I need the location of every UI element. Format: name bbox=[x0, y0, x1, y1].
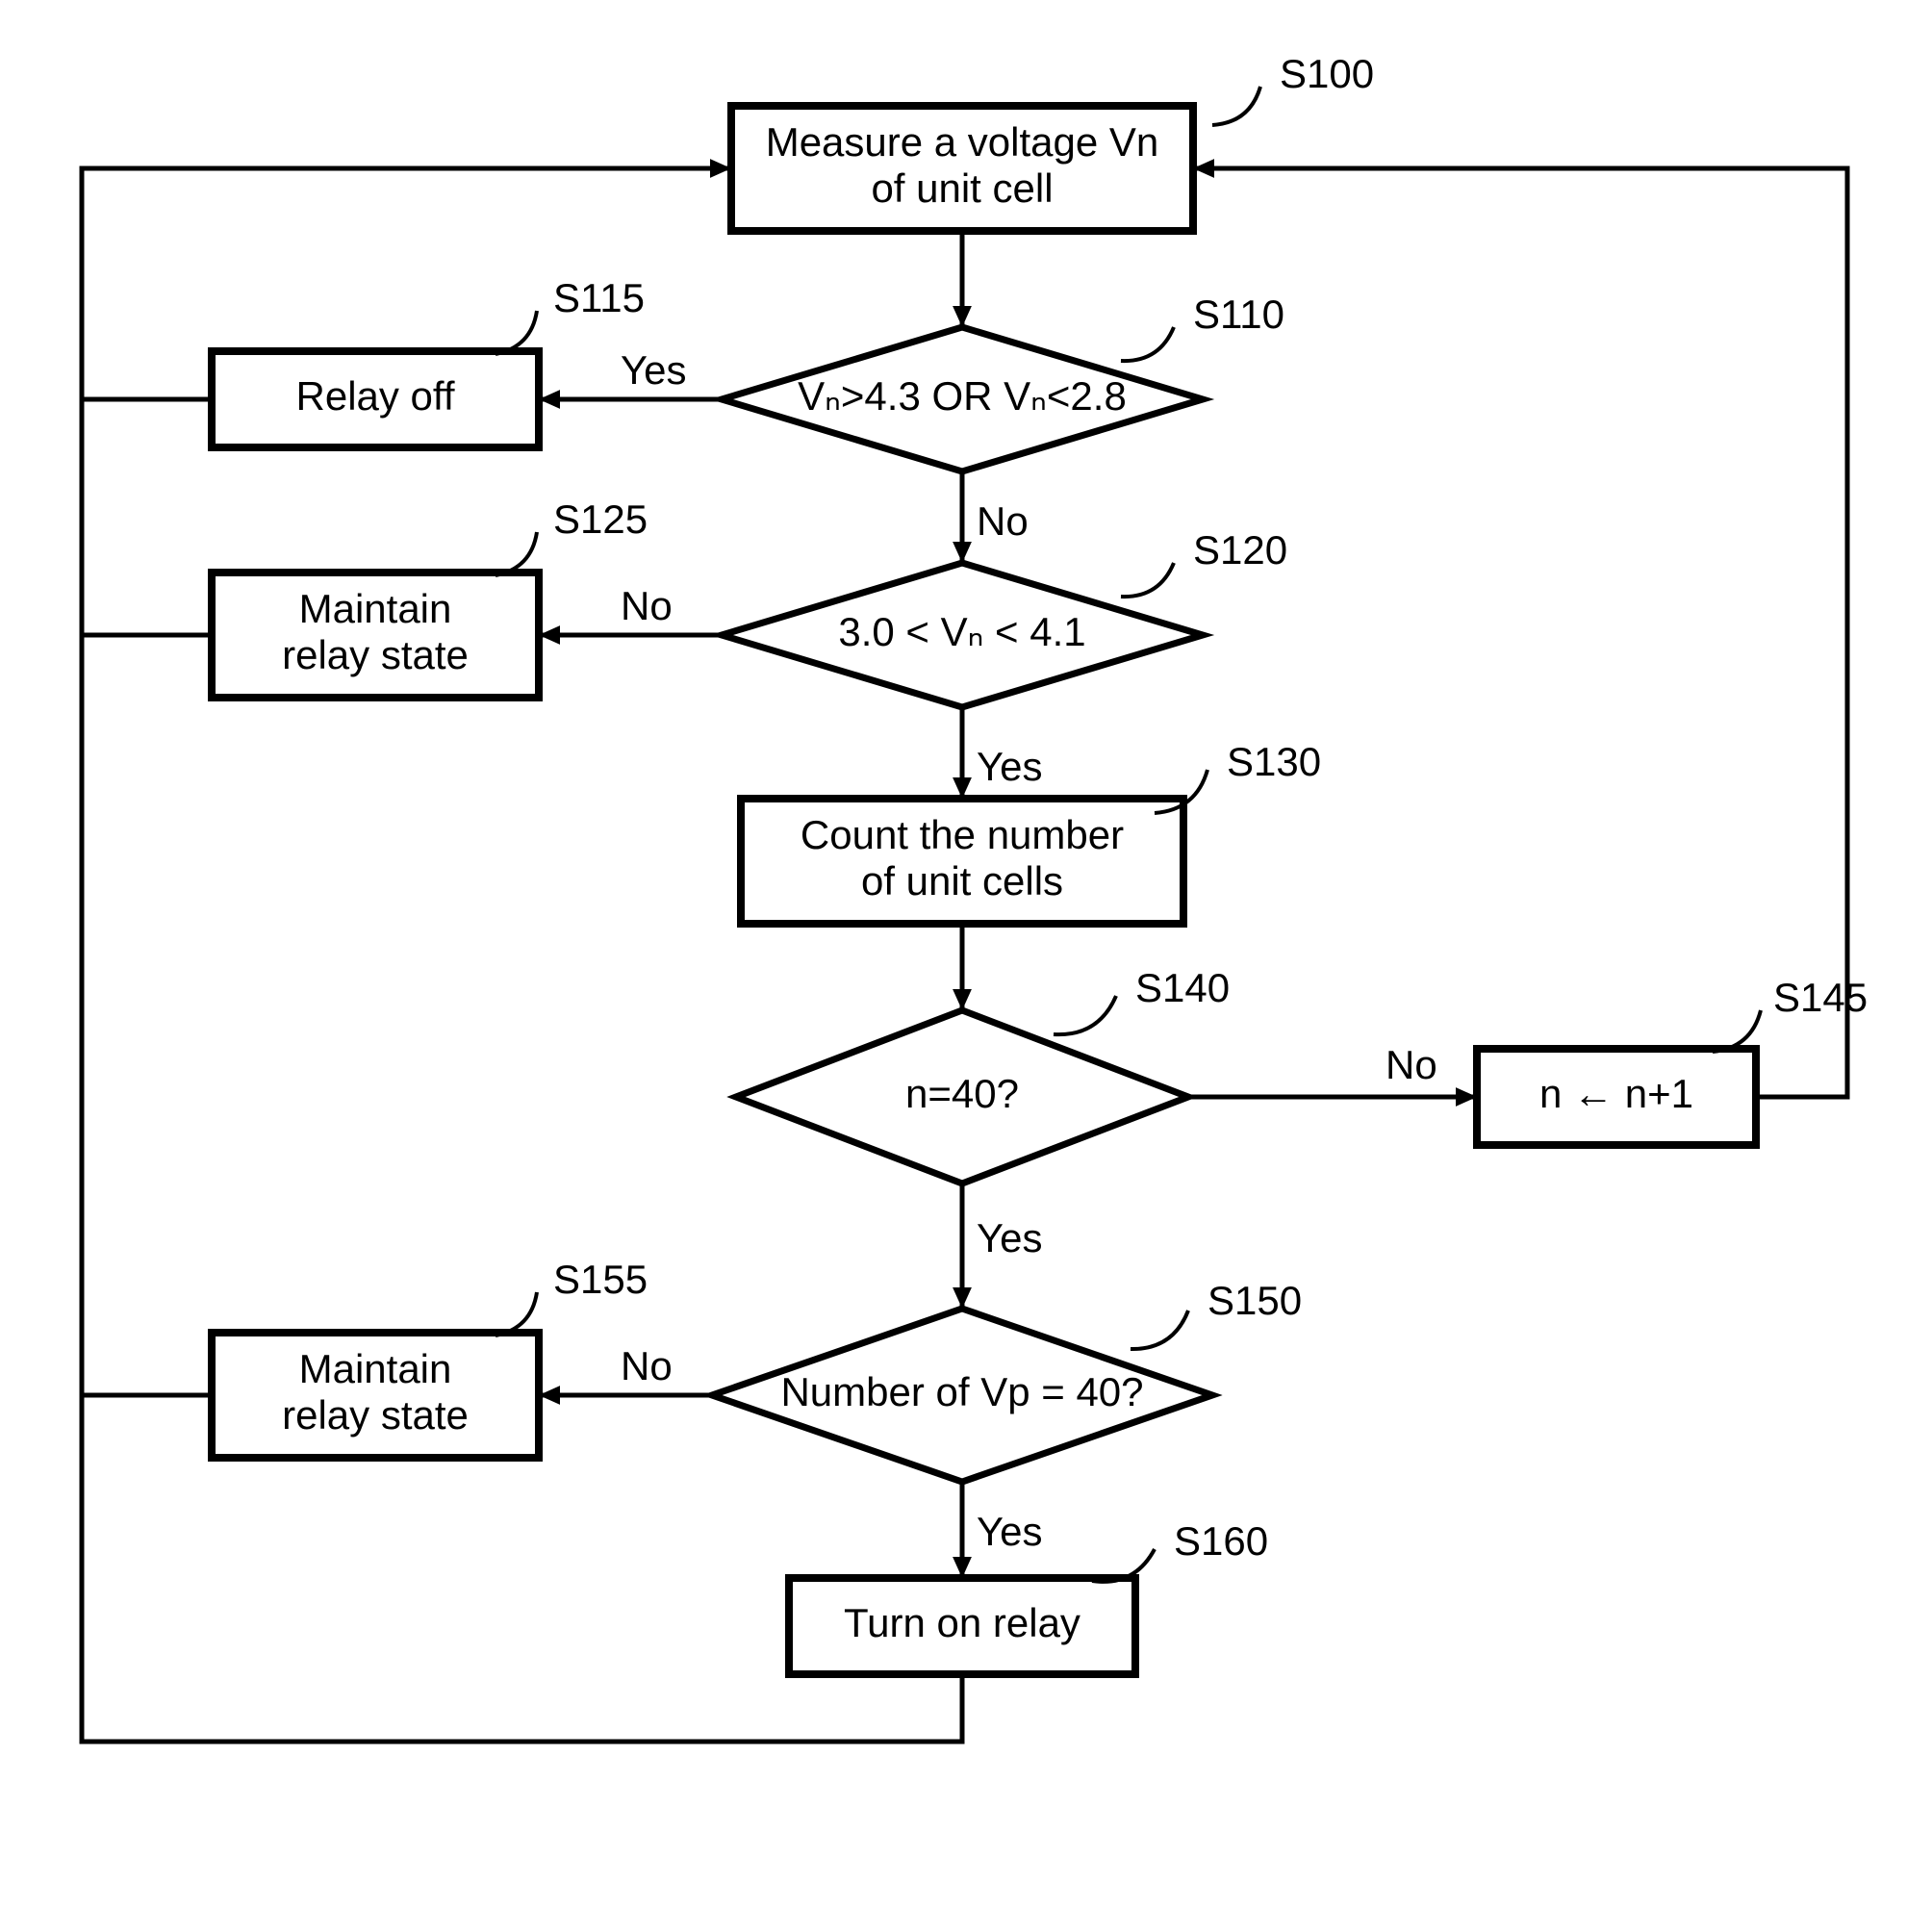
node-S130: Count the numberof unit cells bbox=[741, 799, 1183, 924]
step-leader bbox=[1212, 87, 1260, 125]
step-id: S155 bbox=[553, 1257, 648, 1302]
flowchart-canvas: Yes No No Yes No Yes No Yes Measure a voltage V… bbox=[0, 0, 1932, 1909]
node-S100: Measure a voltage Vnof unit cell bbox=[731, 106, 1193, 231]
node-text: n=40? bbox=[905, 1071, 1019, 1116]
step-id: S125 bbox=[553, 496, 648, 542]
node-text: relay state bbox=[282, 632, 469, 677]
node-S150: Number of Vp = 40? bbox=[712, 1309, 1212, 1482]
edge-label: No bbox=[1385, 1042, 1437, 1087]
step-id: S100 bbox=[1280, 51, 1374, 96]
node-S160: Turn on relay bbox=[789, 1578, 1135, 1674]
edge-label: No bbox=[621, 583, 673, 628]
node-text: Maintain bbox=[299, 586, 452, 631]
step-id: S150 bbox=[1208, 1278, 1302, 1323]
edge-label: No bbox=[621, 1343, 673, 1388]
node-text: Relay off bbox=[296, 373, 455, 419]
node-S110: Vₙ>4.3 OR Vₙ<2.8 bbox=[722, 327, 1203, 471]
node-S115: Relay off bbox=[212, 351, 539, 447]
node-text: n ← n+1 bbox=[1539, 1071, 1693, 1116]
node-text: Count the number bbox=[801, 812, 1124, 857]
step-leader bbox=[1131, 1311, 1188, 1349]
node-text: Vₙ>4.3 OR Vₙ<2.8 bbox=[798, 373, 1127, 419]
nodes-layer: Measure a voltage Vnof unit cell Vₙ>4.3 O… bbox=[212, 106, 1756, 1674]
node-S125: Maintainrelay state bbox=[212, 573, 539, 698]
node-text: 3.0 < Vₙ < 4.1 bbox=[838, 609, 1085, 654]
edge-label: Yes bbox=[977, 1215, 1043, 1260]
node-S155: Maintainrelay state bbox=[212, 1333, 539, 1458]
edge-label: Yes bbox=[977, 1509, 1043, 1554]
step-id: S110 bbox=[1193, 292, 1284, 337]
node-text: Maintain bbox=[299, 1346, 452, 1391]
node-text: relay state bbox=[282, 1392, 469, 1438]
edge bbox=[1193, 168, 1847, 1097]
step-id: S145 bbox=[1773, 975, 1868, 1020]
step-leader bbox=[1054, 996, 1116, 1034]
step-leader bbox=[1121, 563, 1174, 597]
step-id: S160 bbox=[1174, 1518, 1268, 1564]
node-S145: n ← n+1 bbox=[1477, 1049, 1756, 1145]
node-S140: n=40? bbox=[736, 1010, 1188, 1184]
step-id: S140 bbox=[1135, 965, 1230, 1010]
edge-label: Yes bbox=[621, 347, 687, 393]
step-leader bbox=[1121, 327, 1174, 361]
node-S120: 3.0 < Vₙ < 4.1 bbox=[722, 563, 1203, 707]
node-text: of unit cells bbox=[861, 858, 1063, 904]
node-text: Measure a voltage Vn bbox=[766, 119, 1159, 165]
node-text: Number of Vp = 40? bbox=[780, 1369, 1143, 1414]
edge-label: Yes bbox=[977, 744, 1043, 789]
step-id: S115 bbox=[553, 275, 645, 320]
edge-label: No bbox=[977, 498, 1029, 544]
node-text: of unit cell bbox=[871, 165, 1053, 211]
node-text: Turn on relay bbox=[844, 1600, 1080, 1645]
step-id: S120 bbox=[1193, 527, 1287, 573]
step-id: S130 bbox=[1227, 739, 1321, 784]
